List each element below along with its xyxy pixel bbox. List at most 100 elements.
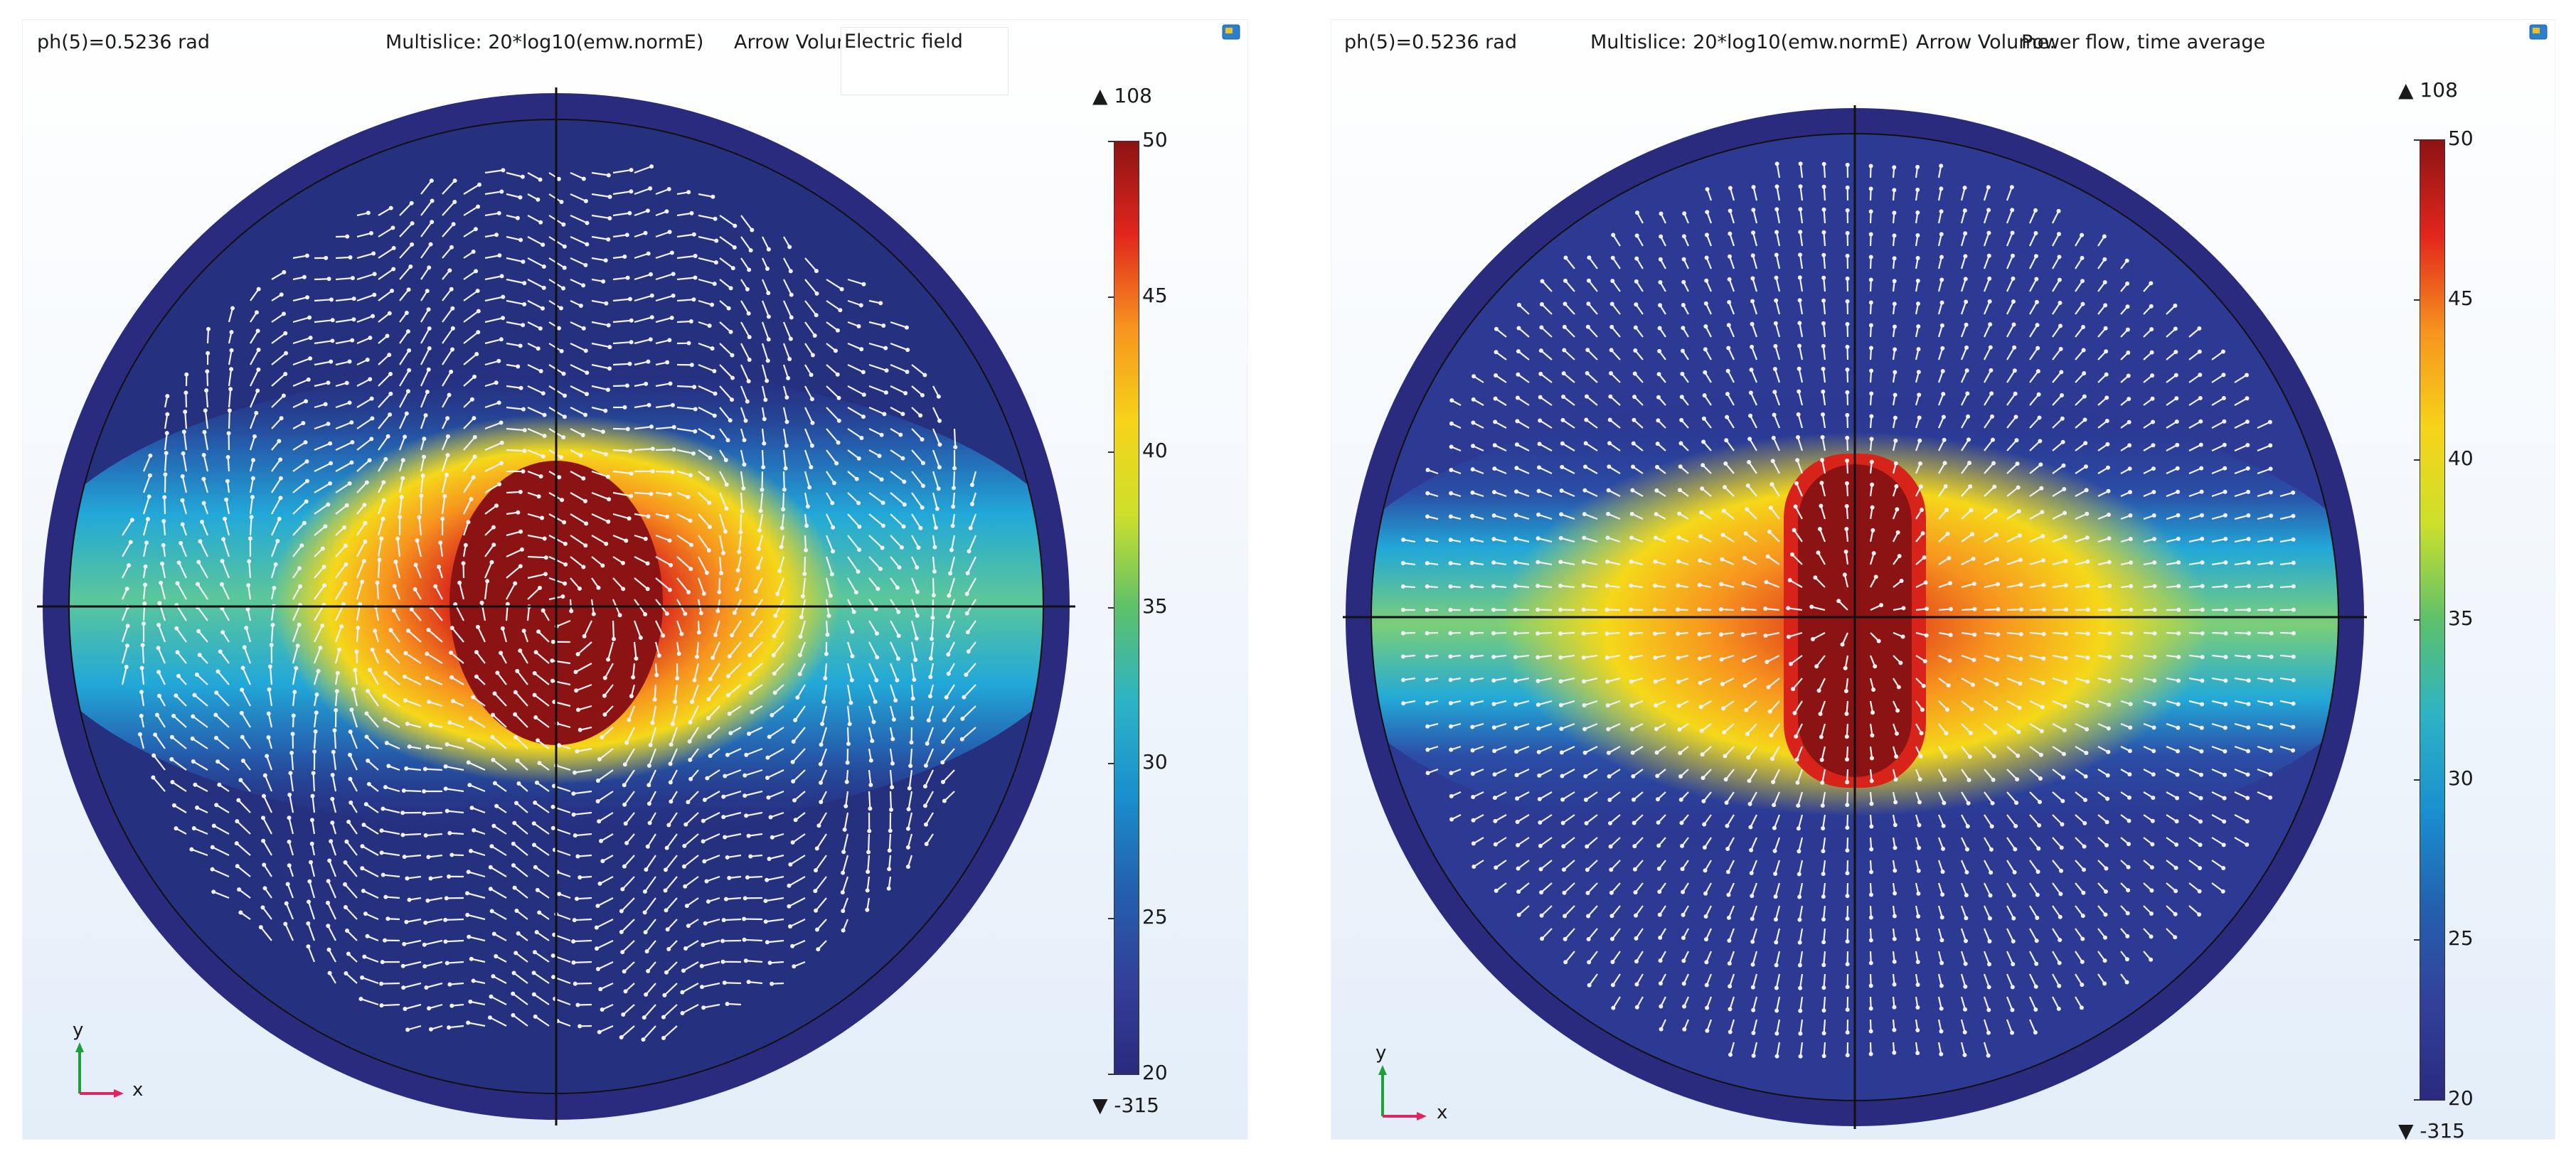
- field-arrow: [1797, 414, 1804, 429]
- field-arrow-head: [671, 293, 676, 298]
- field-arrow: [491, 910, 507, 920]
- field-arrow-head: [1916, 301, 1921, 306]
- field-arrow-head: [743, 793, 747, 798]
- field-arrow: [842, 855, 849, 873]
- field-arrow: [527, 257, 545, 268]
- field-arrow-head: [581, 326, 586, 331]
- field-arrow-head: [165, 412, 170, 417]
- field-arrow-head: [541, 242, 545, 247]
- field-arrow-head: [601, 279, 606, 284]
- field-arrow: [597, 791, 614, 802]
- field-arrow: [361, 845, 379, 856]
- field-arrow: [377, 500, 385, 515]
- field-arrow-head: [489, 994, 494, 999]
- field-arrow: [826, 279, 843, 290]
- window-dock-icon[interactable]: [1222, 24, 1240, 40]
- field-arrow-head: [330, 338, 335, 343]
- field-arrow-head: [306, 377, 311, 382]
- field-arrow: [215, 714, 230, 728]
- field-arrow-head: [1582, 488, 1587, 493]
- field-arrow: [847, 513, 861, 528]
- field-arrow-head: [1584, 820, 1589, 825]
- field-arrow-head: [850, 653, 855, 658]
- field-arrow-head: [1559, 727, 1564, 732]
- field-arrow-head: [2037, 415, 2042, 420]
- field-arrow-head: [2063, 656, 2068, 660]
- window-dock-icon[interactable]: [2529, 24, 2548, 40]
- field-arrow-head: [598, 987, 603, 992]
- field-arrow-head: [2057, 277, 2062, 282]
- field-arrow-head: [895, 656, 900, 661]
- field-arrow-head: [499, 189, 504, 194]
- field-arrow-head: [1964, 870, 1969, 874]
- field-arrow: [2006, 860, 2016, 873]
- field-arrow-head: [968, 525, 973, 530]
- field-arrow-head: [1609, 914, 1614, 919]
- field-arrow-head: [2246, 702, 2251, 707]
- field-arrow-head: [541, 264, 546, 269]
- field-arrow-head: [831, 525, 836, 530]
- field-arrow-head: [1943, 754, 1948, 759]
- field-arrow: [744, 790, 763, 797]
- field-arrow: [404, 854, 422, 858]
- field-arrow-head: [2199, 725, 2204, 730]
- field-arrow-head: [748, 690, 753, 695]
- field-arrow: [2052, 609, 2067, 611]
- field-arrow-head: [920, 505, 925, 510]
- field-arrow-head: [445, 453, 450, 458]
- field-arrow: [655, 470, 673, 474]
- field-arrow: [2029, 535, 2043, 543]
- field-arrow-head: [275, 538, 280, 543]
- field-arrow: [925, 748, 935, 766]
- field-arrow-head: [1697, 656, 1702, 661]
- field-arrow-head: [467, 737, 472, 742]
- field-arrow: [2006, 882, 2015, 896]
- field-arrow: [1539, 791, 1553, 800]
- field-arrow-head: [1563, 936, 1568, 941]
- field-arrow-head: [841, 870, 846, 875]
- field-arrow-head: [1840, 642, 1845, 647]
- field-arrow-head: [1513, 560, 1518, 565]
- field-arrow-head: [819, 799, 824, 804]
- field-arrow-head: [1892, 165, 1897, 170]
- field-arrow: [1720, 608, 1735, 611]
- field-arrow: [910, 684, 914, 699]
- field-arrow-head: [720, 938, 725, 943]
- field-arrow-head: [1513, 607, 1518, 612]
- field-arrow-head: [814, 269, 819, 274]
- field-arrow: [1725, 463, 1735, 474]
- field-arrow-head: [663, 888, 668, 893]
- field-arrow-head: [287, 863, 292, 868]
- field-arrow: [1609, 395, 1621, 406]
- field-arrow: [206, 371, 209, 387]
- field-arrow: [463, 228, 477, 237]
- field-arrow-head: [1658, 935, 1663, 940]
- field-arrow-head: [622, 969, 627, 974]
- field-arrow-head: [2129, 584, 2134, 589]
- field-arrow-head: [777, 569, 782, 574]
- field-arrow: [314, 525, 326, 536]
- field-arrow: [2234, 514, 2249, 520]
- field-arrow-head: [664, 611, 669, 616]
- field-arrow: [971, 471, 977, 486]
- field-arrow-head: [1916, 914, 1921, 919]
- field-arrow-head: [693, 429, 698, 434]
- field-arrow-head: [427, 326, 432, 331]
- field-arrow-head: [423, 920, 428, 925]
- field-arrow-head: [670, 722, 675, 727]
- field-arrow-head: [254, 410, 259, 415]
- field-arrow-head: [1538, 395, 1543, 400]
- arrow-volume-label: Electric field: [844, 31, 963, 53]
- field-arrow-head: [923, 763, 928, 768]
- field-arrow-head: [1721, 508, 1726, 513]
- field-arrow-head: [1678, 441, 1683, 446]
- field-arrow: [1607, 654, 1621, 659]
- field-arrow-head: [707, 734, 712, 739]
- field-arrow: [1608, 746, 1621, 754]
- field-arrow: [597, 961, 614, 970]
- field-arrow: [1516, 769, 1530, 776]
- field-arrow: [1799, 255, 1804, 269]
- field-arrow: [1794, 506, 1803, 520]
- field-arrow-head: [2083, 774, 2088, 779]
- field-arrow-head: [1560, 820, 1565, 825]
